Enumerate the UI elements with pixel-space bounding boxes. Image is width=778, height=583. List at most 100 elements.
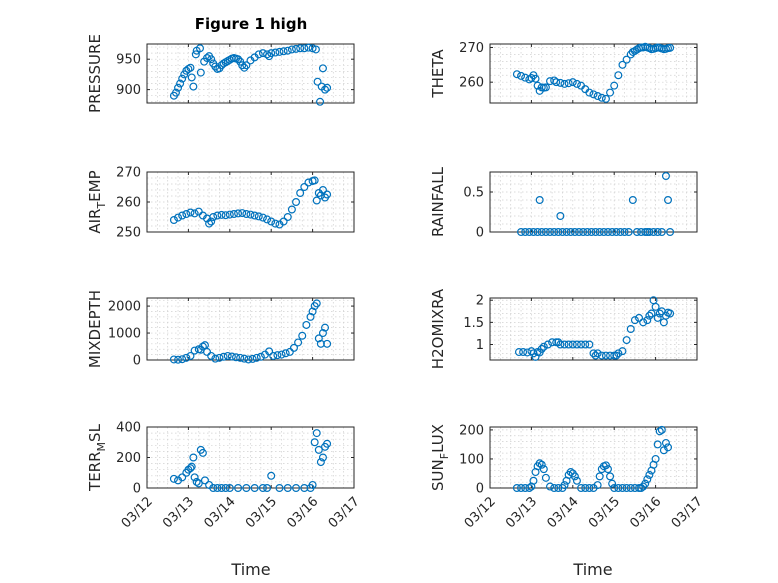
data-point [296, 44, 305, 53]
data-point [242, 61, 251, 70]
y-axis-label: THETA [429, 49, 447, 99]
data-point [314, 445, 323, 454]
data-point [537, 228, 546, 237]
data-point [593, 349, 602, 358]
x-tick-label: 03/17 [669, 494, 706, 531]
data-point [318, 329, 327, 338]
data-point [589, 90, 598, 99]
y-tick-label: 900 [116, 83, 141, 98]
data-point [171, 88, 180, 97]
data-point [169, 474, 178, 483]
data-point [304, 43, 313, 52]
data-point [194, 479, 203, 488]
y-axis-label: AIRTEMP [86, 170, 108, 233]
data-point [267, 49, 276, 58]
data-point [191, 50, 200, 59]
data-point [232, 353, 241, 362]
y-axis-label: H2OMIXRA [429, 288, 447, 369]
x-tick-label: 03/17 [326, 494, 363, 531]
y-tick-label: 1 [476, 338, 484, 353]
data-point [211, 354, 220, 363]
data-point [645, 470, 654, 479]
data-point [595, 472, 604, 481]
data-point [612, 228, 621, 237]
data-point [616, 228, 625, 237]
data-point [200, 341, 209, 350]
data-point [207, 351, 216, 360]
y-tick-label: 260 [116, 196, 141, 211]
data-point [178, 211, 187, 220]
data-point [546, 228, 555, 237]
data-point [209, 484, 218, 493]
data-point [572, 340, 581, 349]
data-point [581, 340, 590, 349]
data-point [217, 484, 226, 493]
data-point [283, 484, 292, 493]
data-point [603, 465, 612, 474]
data-point [209, 213, 218, 222]
data-point [323, 190, 332, 199]
data-point [570, 472, 579, 481]
data-point [252, 353, 261, 362]
data-point [263, 215, 272, 224]
data-point [178, 473, 187, 482]
axes-box [146, 43, 355, 104]
data-point [294, 338, 303, 347]
data-point [254, 212, 263, 221]
y-tick-label: 950 [116, 53, 141, 68]
data-point [614, 349, 623, 358]
data-point [174, 83, 183, 92]
x-tick-label: 03/15 [243, 494, 280, 531]
data-point [275, 484, 284, 493]
data-point [653, 440, 662, 449]
data-point [601, 94, 610, 103]
data-point [647, 309, 656, 318]
data-point [556, 212, 565, 221]
data-point [587, 228, 596, 237]
data-point [512, 484, 521, 493]
data-point [306, 312, 315, 321]
subplot-air-temp: 250 260 270 AIRTEMP [86, 166, 355, 241]
data-point [568, 340, 577, 349]
data-point [664, 196, 673, 205]
data-point [626, 325, 635, 334]
data-point [207, 55, 216, 64]
data-point [601, 351, 610, 360]
data-point [277, 350, 286, 359]
data-point [310, 438, 319, 447]
data-point [169, 216, 178, 225]
data-point [531, 352, 540, 361]
data-point [215, 353, 224, 362]
data-point [535, 196, 544, 205]
data-point [577, 484, 586, 493]
data-point [234, 484, 243, 493]
data-point [589, 349, 598, 358]
y-tick-label: 0 [476, 482, 484, 497]
y-tick-label: 1000 [108, 327, 141, 342]
y-tick-label: 0 [133, 482, 141, 497]
data-point [630, 316, 639, 325]
data-point [190, 473, 199, 482]
data-point [300, 183, 309, 192]
data-point [637, 484, 646, 493]
data-point [225, 210, 234, 219]
data-point [258, 484, 267, 493]
x-axis-label-left: Time [230, 560, 270, 579]
data-point [562, 228, 571, 237]
data-point [666, 309, 675, 318]
data-point [190, 209, 199, 218]
data-point [223, 351, 232, 360]
data-point [564, 340, 573, 349]
axes-box [146, 297, 355, 361]
data-point [242, 210, 251, 219]
axes-box [489, 171, 698, 233]
y-tick-label: 0 [133, 354, 141, 369]
data-point [283, 213, 292, 222]
data-point [525, 228, 534, 237]
data-point [622, 336, 631, 345]
data-point [618, 347, 627, 356]
data-point [187, 73, 196, 82]
data-point [254, 50, 263, 59]
x-tick-label: 03/12 [462, 494, 499, 531]
data-point [655, 427, 664, 436]
